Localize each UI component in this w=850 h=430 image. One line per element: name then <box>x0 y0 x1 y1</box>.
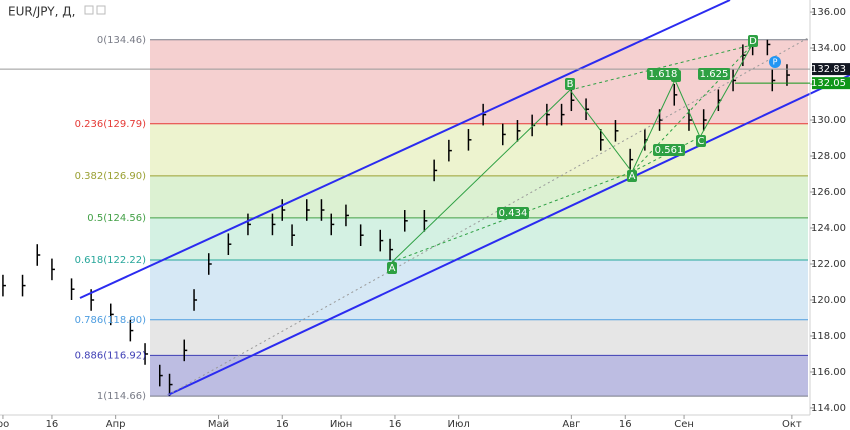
price-label-box <box>812 63 850 76</box>
y-tick-label: 134.00 <box>811 43 846 54</box>
pattern-ratio-box <box>647 68 679 80</box>
fib-zone <box>150 355 808 397</box>
x-tick-label: 16 <box>276 419 289 430</box>
price-label: 132.05 <box>811 78 846 89</box>
x-tick-label: Май <box>208 419 229 430</box>
pattern-ratio-box <box>497 207 529 219</box>
pattern-ratio: 1.618 <box>649 69 678 80</box>
fib-zone <box>150 175 808 218</box>
header-icon[interactable] <box>84 5 94 15</box>
fib-label: 0.236(129.79) <box>75 119 147 130</box>
fib-zones <box>150 39 808 397</box>
y-tick-label: 136.00 <box>811 7 846 18</box>
pattern-lines <box>391 44 753 263</box>
pattern-point-box <box>387 262 397 274</box>
fib-zone <box>150 217 808 261</box>
y-tick-label: 114.00 <box>811 403 846 414</box>
price-label-box <box>812 77 850 90</box>
pattern-ratio: 0.434 <box>499 208 528 219</box>
x-tick-label: Окт <box>782 419 802 430</box>
fib-label: 0.886(116.92) <box>75 350 147 361</box>
fib-label: 0.5(124.56) <box>87 213 146 224</box>
channel-upper <box>79 0 731 299</box>
pattern-ratio-box <box>698 68 730 80</box>
y-tick-label: 124.00 <box>811 223 846 234</box>
x-tick-label: Сен <box>674 419 694 430</box>
pattern-point-box <box>696 135 706 147</box>
fib-zone <box>150 319 808 356</box>
x-tick-label: ро <box>0 419 9 430</box>
pattern-dotted <box>569 44 753 91</box>
fib-label: 0.786(118.90) <box>75 315 147 326</box>
y-tick-label: 126.00 <box>811 187 846 198</box>
pattern-point-box <box>627 170 637 182</box>
x-tick-label: Авг <box>562 419 580 430</box>
x-tick-label: 16 <box>619 419 632 430</box>
pattern-ratio: 0.561 <box>655 145 684 156</box>
price-label: 132.83 <box>811 64 846 75</box>
y-tick-label: 118.00 <box>811 331 846 342</box>
pattern-point: A <box>629 171 636 182</box>
bars <box>2 39 790 397</box>
pattern-point: B <box>567 79 574 90</box>
pattern-point: A <box>389 263 396 274</box>
pattern-point-box <box>565 78 575 90</box>
pattern-ratio-box <box>653 144 685 156</box>
fib-label: 0.382(126.90) <box>75 171 147 182</box>
marker-label: P <box>773 58 778 67</box>
x-tick-label: Июл <box>448 419 470 430</box>
y-tick-label: 130.00 <box>811 115 846 126</box>
fib-zone <box>150 39 808 124</box>
fib-zone <box>150 260 808 320</box>
x-tick-label: 16 <box>389 419 402 430</box>
pattern-point: C <box>698 136 705 147</box>
fib-label: 1(114.66) <box>97 391 146 402</box>
trend-dotted <box>167 37 809 396</box>
pattern-dotted <box>391 44 753 263</box>
fib-label: 0(134.46) <box>97 35 146 46</box>
x-tick-label: Июн <box>330 419 352 430</box>
symbol-header: EUR/JPY, Д, <box>8 5 75 19</box>
marker-circle <box>769 56 781 68</box>
fib-label: 0.618(122.22) <box>75 255 147 266</box>
y-tick-label: 122.00 <box>811 259 846 270</box>
y-tick-label: 128.00 <box>811 151 846 162</box>
pattern-point-box <box>748 35 758 47</box>
header-icon[interactable] <box>96 5 106 15</box>
y-tick-label: 120.00 <box>811 295 846 306</box>
pattern-ratio: 1.625 <box>700 69 729 80</box>
channel-lower <box>167 74 850 396</box>
y-tick-label: 116.00 <box>811 367 846 378</box>
fib-zone <box>150 123 808 176</box>
x-tick-label: 16 <box>46 419 59 430</box>
pattern-point: D <box>749 36 757 47</box>
x-tick-label: Апр <box>106 419 126 430</box>
